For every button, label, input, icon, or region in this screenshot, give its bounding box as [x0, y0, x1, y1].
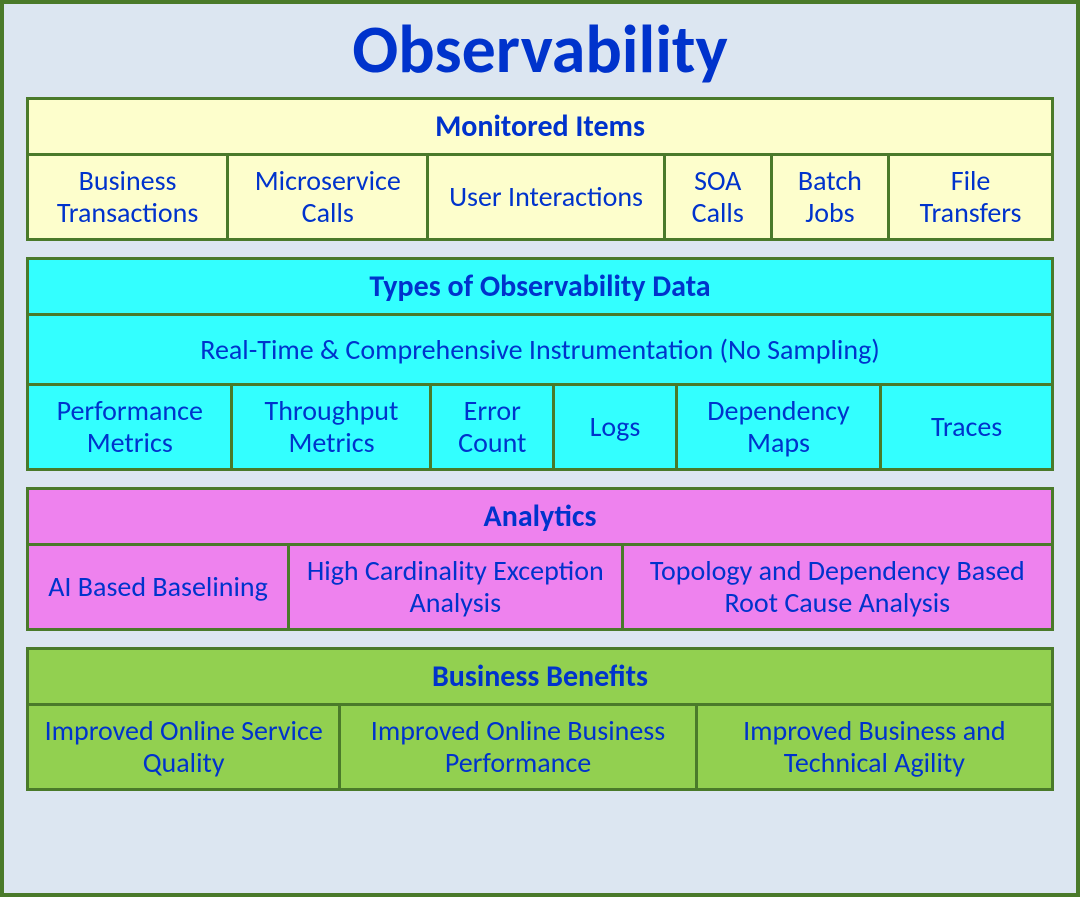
cell: Dependency Maps [678, 386, 882, 468]
section-1: Types of Observability DataReal-Time & C… [26, 257, 1054, 471]
cell: Improved Online Business Performance [341, 706, 697, 788]
section-header: Monitored Items [26, 97, 1054, 156]
cell: Improved Online Service Quality [29, 706, 341, 788]
observability-frame: Observability Monitored ItemsBusiness Tr… [0, 0, 1080, 897]
section-0: Monitored ItemsBusiness TransactionsMicr… [26, 97, 1054, 241]
cell: User Interactions [429, 156, 665, 238]
section-header: Types of Observability Data [26, 257, 1054, 316]
cell: File Transfers [890, 156, 1051, 238]
cell: Performance Metrics [29, 386, 233, 468]
cell: Microservice Calls [229, 156, 429, 238]
cell: AI Based Baselining [29, 546, 290, 628]
section-cells: Improved Online Service QualityImproved … [26, 706, 1054, 791]
cell: High Cardinality Exception Analysis [290, 546, 624, 628]
section-cells: Business TransactionsMicroservice CallsU… [26, 156, 1054, 241]
cell: Topology and Dependency Based Root Cause… [624, 546, 1051, 628]
cell: Batch Jobs [773, 156, 890, 238]
main-title: Observability [26, 14, 1054, 85]
section-header: Business Benefits [26, 647, 1054, 706]
section-cells: AI Based BaseliningHigh Cardinality Exce… [26, 546, 1054, 631]
cell: Business Transactions [29, 156, 229, 238]
section-3: Business BenefitsImproved Online Service… [26, 647, 1054, 791]
section-subheader: Real-Time & Comprehensive Instrumentatio… [26, 316, 1054, 386]
section-cells: Performance MetricsThroughput MetricsErr… [26, 386, 1054, 471]
cell: Traces [882, 386, 1051, 468]
sections-container: Monitored ItemsBusiness TransactionsMicr… [26, 97, 1054, 791]
cell: SOA Calls [666, 156, 773, 238]
section-header: Analytics [26, 487, 1054, 546]
cell: Logs [555, 386, 678, 468]
cell: Throughput Metrics [233, 386, 432, 468]
section-2: AnalyticsAI Based BaseliningHigh Cardina… [26, 487, 1054, 631]
cell: Improved Business and Technical Agility [698, 706, 1051, 788]
cell: Error Count [432, 386, 555, 468]
